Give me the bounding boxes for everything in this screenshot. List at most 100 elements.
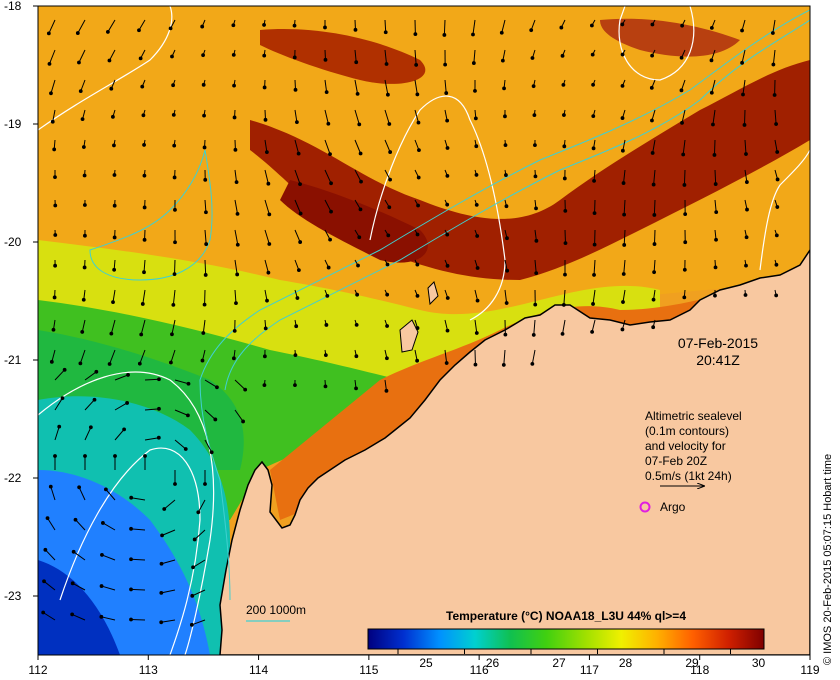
velocity-arrow-head [385,292,390,297]
velocity-arrow-head [383,30,388,35]
depth-legend-label: 200 1000m [246,603,306,617]
velocity-arrow-head [562,113,566,117]
velocity-arrow-head [502,86,506,91]
velocity-arrow-head [81,145,86,149]
velocity-arrow [234,409,244,422]
velocity-arrow-head [385,262,390,267]
velocity-arrow [591,319,596,332]
velocity-arrow-head [186,413,190,418]
velocity-arrow [42,612,56,621]
velocity-arrow-head [324,323,329,327]
velocity-arrow-head [416,175,421,180]
velocity-arrow-head [683,240,688,245]
lat-tick-label: -23 [4,589,22,603]
velocity-arrow-head [138,56,143,61]
velocity-arrow-head [296,268,301,273]
velocity-arrow-head [385,324,389,328]
velocity-arrow [653,229,656,245]
velocity-arrow [204,199,207,213]
velocity-arrow-head [622,243,627,247]
velocity-arrow [354,49,357,63]
velocity-arrow-head [471,32,475,37]
velocity-arrow [144,378,160,381]
velocity-arrow-head [191,565,195,570]
velocity-arrow-head [530,56,535,60]
velocity-arrow [84,399,95,411]
velocity-arrow [197,499,206,513]
velocity-arrow-head [744,235,749,240]
velocity-arrow-head [775,205,780,209]
altimetry-info: Altimetric sealevel (0.1m contours) and … [645,409,742,486]
info-line-5: 0.5m/s (1kt 24h) [645,469,732,483]
velocity-arrow-head [203,482,207,486]
velocity-arrow [130,558,146,561]
velocity-arrow [681,109,686,123]
velocity-arrow-head [107,362,112,366]
velocity-arrow-head [415,92,420,97]
velocity-arrow-head [529,28,534,33]
velocity-arrow-head [129,495,134,500]
velocity-arrow-head [743,293,748,297]
velocity-arrow-head [709,90,714,95]
lon-tick-label: 112 [28,663,47,677]
velocity-arrow [742,79,746,95]
velocity-arrow-head [292,23,297,28]
velocity-arrow-head [88,425,93,430]
velocity-arrow [204,379,218,388]
velocity-arrow-head [563,209,568,213]
velocity-arrow-head [682,295,687,300]
velocity-arrow-head [234,180,239,185]
velocity-arrow [741,49,746,63]
velocity-arrow-head [385,356,389,361]
velocity-arrow-head [354,354,359,359]
velocity-arrow-head [354,60,359,65]
velocity-arrow-head [356,263,360,268]
velocity-arrow-head [112,267,117,272]
isobaths [89,9,810,601]
island-small [427,281,439,306]
velocity-arrow-head [680,120,684,125]
velocity-arrow-head [173,482,177,486]
velocity-arrow [593,259,596,275]
velocity-arrow [47,517,56,531]
velocity-arrow [623,169,626,184]
velocity-arrow [444,349,448,364]
velocity-arrow [51,349,56,362]
velocity-arrow-head [534,206,538,211]
velocity-arrow-head [99,614,104,619]
velocity-arrow [592,289,596,305]
velocity-arrow [143,259,146,273]
velocity-arrow-head [157,406,161,411]
velocity-arrow [384,109,390,125]
velocity-arrow-head [415,358,420,363]
velocity-arrow [114,429,125,441]
velocity-arrow-head [384,388,389,393]
velocity-arrow-head [140,302,145,306]
velocity-arrow [72,582,86,591]
velocity-arrow [204,439,213,453]
velocity-arrow [623,199,626,215]
velocity-arrow [504,289,508,304]
velocity-arrow-head [388,150,393,154]
velocity-arrow-head [137,361,142,366]
velocity-arrow-head [501,363,506,367]
velocity-arrow [772,19,776,34]
sst-hot-patch-3 [600,18,740,57]
velocity-arrow-head [231,356,236,361]
velocity-arrow [101,554,116,561]
velocity-arrow-head [105,30,110,34]
velocity-arrow-head [267,212,272,217]
velocity-arrow-head [562,176,567,181]
velocity-arrow-head [298,240,303,244]
velocity-arrow [71,613,86,621]
velocity-arrow-head [499,30,504,35]
velocity-arrow [202,319,206,334]
velocity-arrow [105,489,116,501]
velocity-arrow [84,427,92,441]
velocity-arrow [473,49,476,64]
velocity-arrow-head [358,151,363,156]
lon-tick-label: 115 [359,663,378,677]
velocity-arrow-head [651,325,656,330]
velocity-arrow-head [534,238,539,243]
